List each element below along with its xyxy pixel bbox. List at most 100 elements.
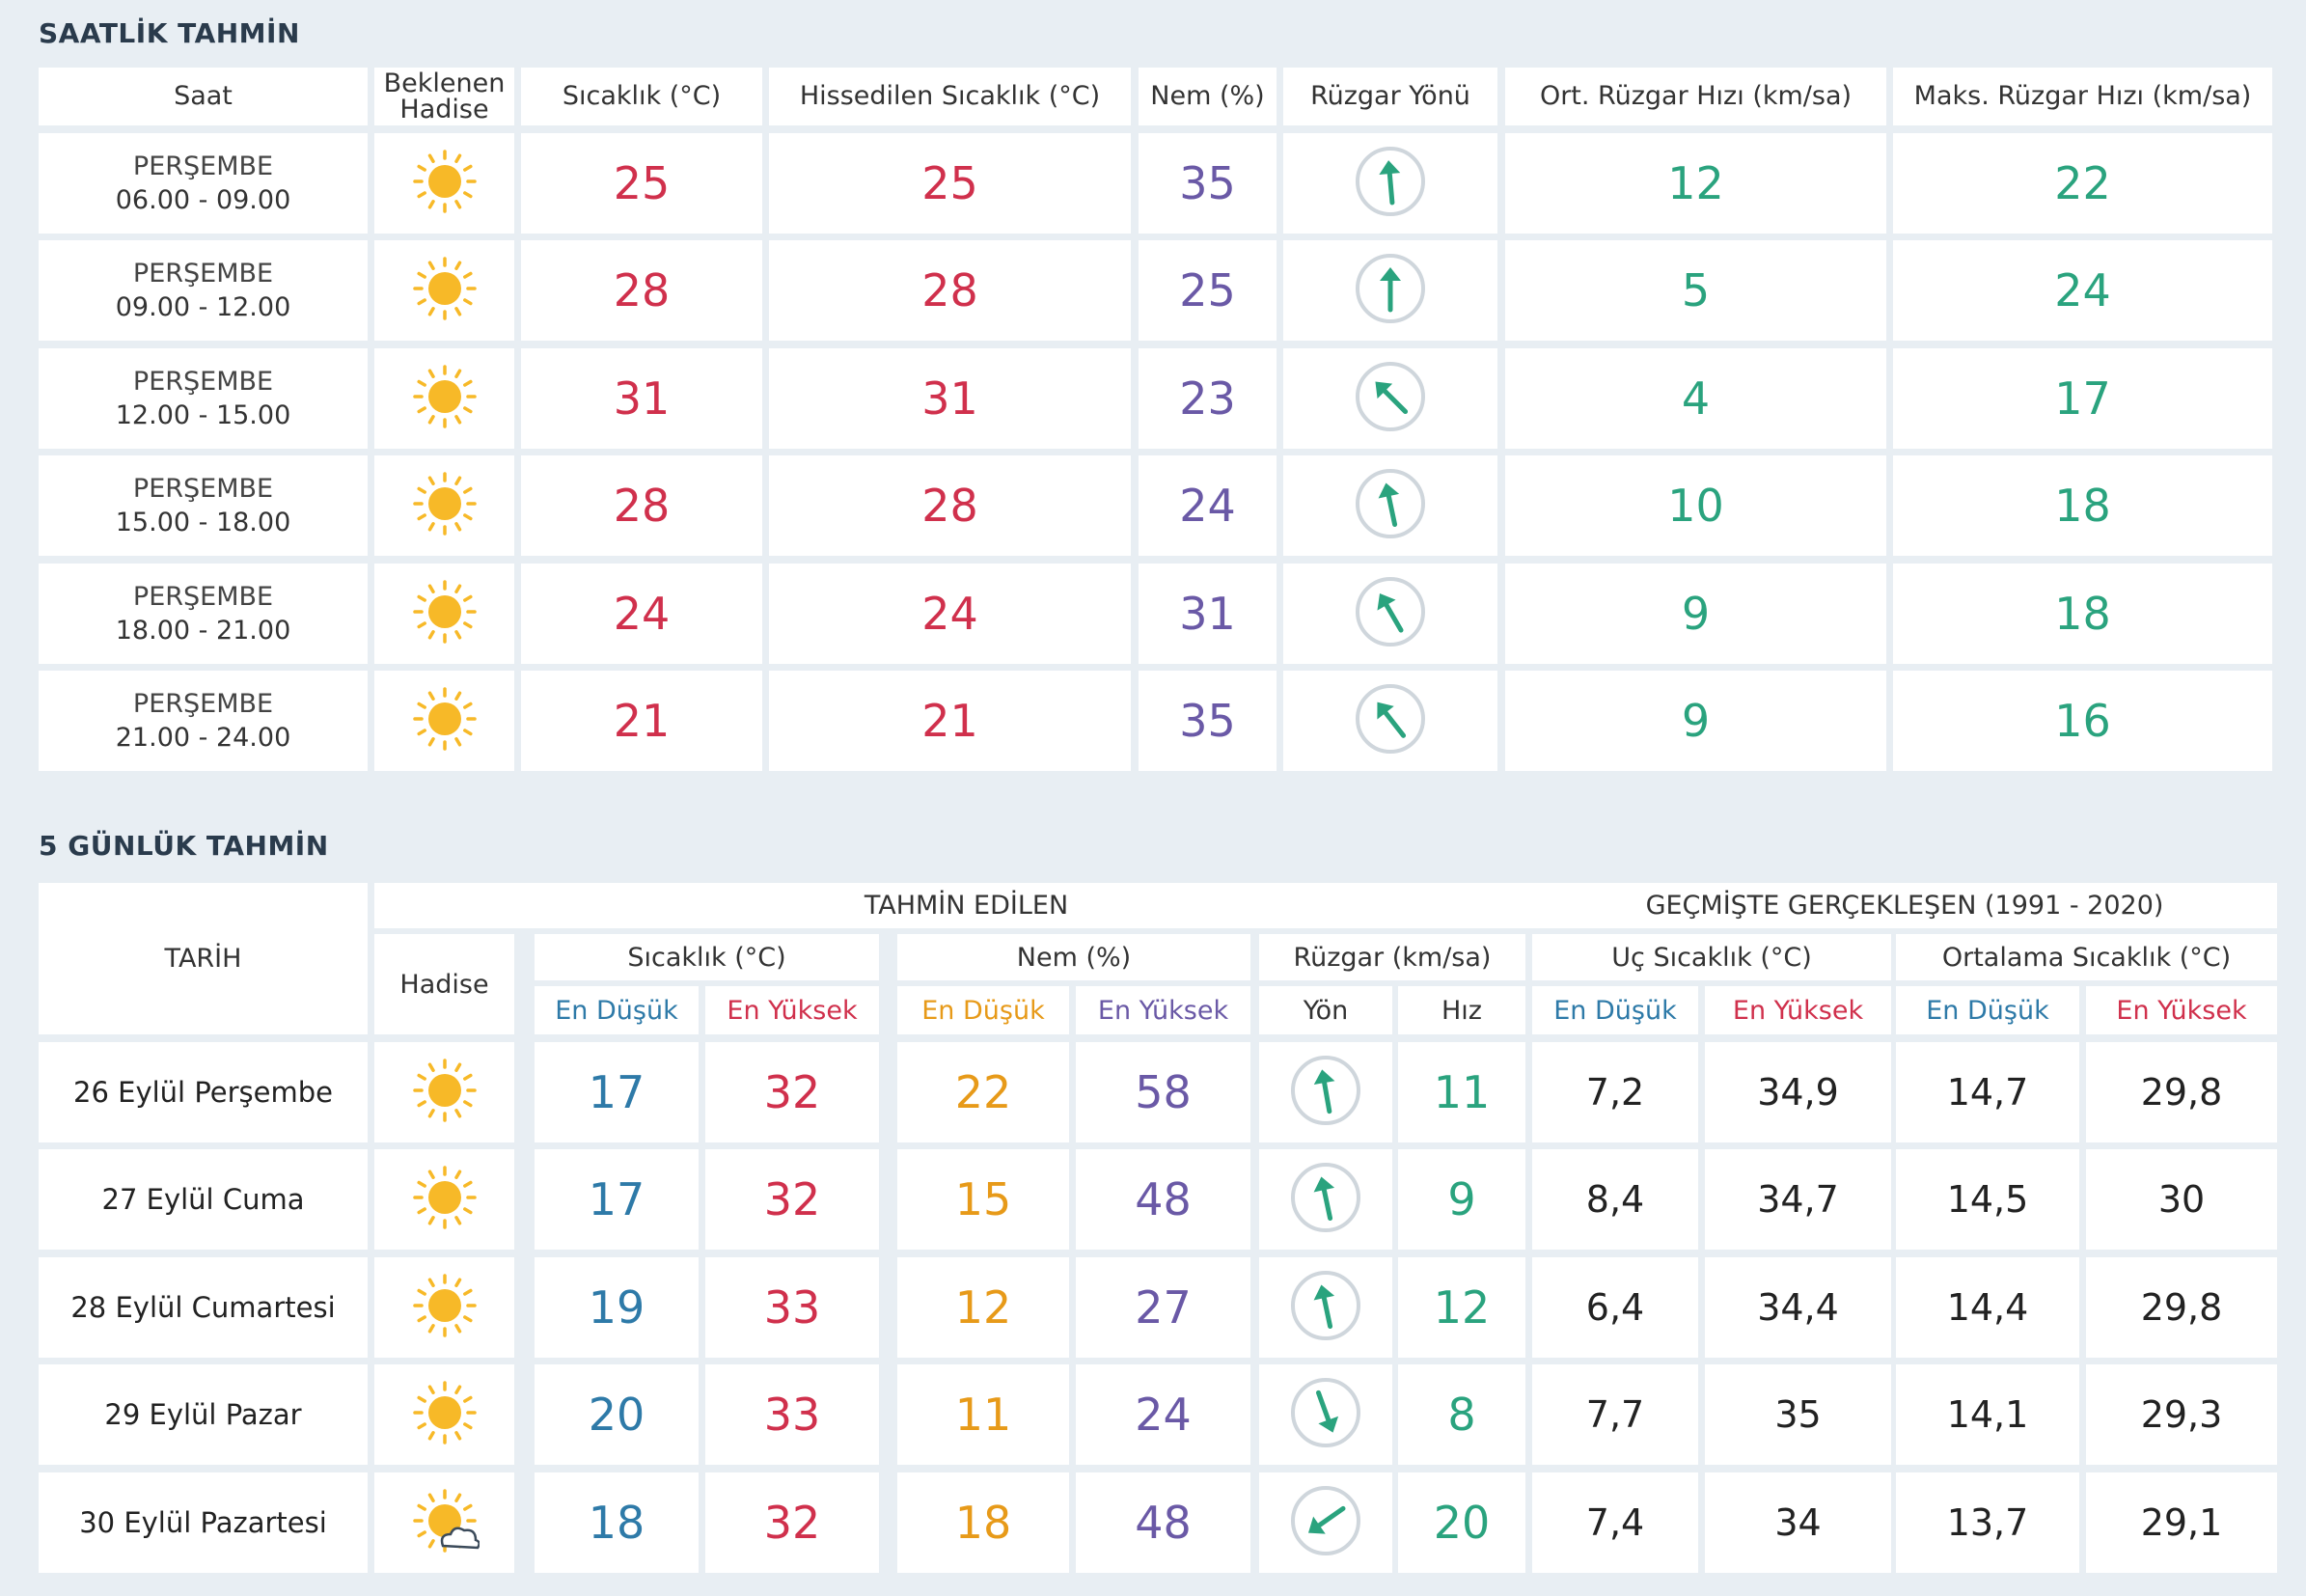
daily-humidity-min: 15: [897, 1149, 1069, 1250]
daily-wind-speed-text: 9: [1447, 1173, 1476, 1225]
daily-humidity-min: 18: [897, 1472, 1069, 1573]
daily-weather-icon-cell: [374, 1149, 514, 1250]
daily-humidity-min-text: 11: [954, 1389, 1012, 1441]
hourly-wind-max-text: 24: [2054, 264, 2111, 316]
hourly-humidity: 25: [1139, 240, 1277, 341]
hourly-weather-icon-cell: [374, 455, 514, 556]
daily-weather-icon-cell: [374, 1042, 514, 1142]
daily-wind-direction-cell: [1259, 1364, 1392, 1465]
sun-icon: [410, 1378, 480, 1451]
col-header-maks-ruzgar: Maks. Rüzgar Hızı (km/sa): [1893, 68, 2272, 125]
daily-avg-max: 29,8: [2086, 1257, 2277, 1358]
daily-wind-direction-cell: [1259, 1257, 1392, 1358]
daily-section-title: 5 GÜNLÜK TAHMİN: [39, 830, 329, 862]
daily-humidity-min-text: 15: [954, 1173, 1012, 1225]
hourly-wind-avg: 9: [1505, 671, 1886, 771]
daily-extreme-max-text: 35: [1774, 1393, 1822, 1436]
col-header-nem: Nem (%): [1139, 68, 1277, 125]
daily-wind-speed: 8: [1398, 1364, 1525, 1465]
daily-wind-speed: 12: [1398, 1257, 1525, 1358]
hourly-wind-direction-cell: [1283, 133, 1497, 234]
sub-header-uc-max-text: En Yüksek: [1732, 995, 1864, 1026]
hourly-time: 18.00 - 21.00: [115, 616, 291, 646]
col-header-sicaklik-text: Sıcaklık (°C): [627, 942, 786, 973]
col-header-nem-text: Nem (%): [1150, 80, 1265, 111]
col-header-ruzgar-text: Rüzgar (km/sa): [1293, 942, 1492, 973]
hourly-temp: 28: [521, 240, 762, 341]
hourly-wind-max-text: 17: [2054, 372, 2111, 425]
hourly-temp-text: 28: [613, 480, 671, 532]
hadise-header-line1: Beklenen: [383, 69, 506, 98]
daily-extreme-min: 7,4: [1532, 1472, 1698, 1573]
sub-header-sicaklik-max-text: En Yüksek: [727, 995, 858, 1026]
hourly-humidity-text: 35: [1179, 695, 1236, 747]
col-header-ruzgar-yonu: Rüzgar Yönü: [1283, 68, 1497, 125]
daily-temp-max: 32: [705, 1472, 879, 1573]
daily-temp-max: 32: [705, 1149, 879, 1250]
daily-extreme-max-text: 34,7: [1757, 1178, 1839, 1221]
daily-temp-max-text: 32: [763, 1173, 821, 1225]
daily-wind-speed: 11: [1398, 1042, 1525, 1142]
daily-temp-min: 19: [535, 1257, 699, 1358]
daily-weather-icon-cell: [374, 1364, 514, 1465]
col-header-hadise: Hadise: [374, 934, 514, 1034]
hourly-time: 06.00 - 09.00: [115, 185, 291, 215]
hourly-wind-max: 17: [1893, 348, 2272, 449]
daily-extreme-min: 6,4: [1532, 1257, 1698, 1358]
hourly-wind-max: 16: [1893, 671, 2272, 771]
hourly-day: PERŞEMBE: [132, 258, 274, 289]
daily-extreme-max-text: 34,9: [1757, 1071, 1839, 1114]
col-header-tarih: TARİH: [39, 883, 368, 1034]
sub-header-sicaklik-max: En Yüksek: [705, 986, 879, 1034]
hourly-humidity: 35: [1139, 671, 1277, 771]
daily-temp-min: 17: [535, 1042, 699, 1142]
hourly-wind-max: 18: [1893, 455, 2272, 556]
col-header-sicaklik: Sıcaklık (°C): [521, 68, 762, 125]
header-tahmin-edilen: TAHMİN EDİLEN: [374, 883, 1558, 928]
hourly-time: 09.00 - 12.00: [115, 292, 291, 322]
daily-avg-min: 14,1: [1896, 1364, 2079, 1465]
hourly-temp-text: 25: [613, 157, 671, 209]
hourly-temp: 28: [521, 455, 762, 556]
hourly-wind-avg-text: 12: [1667, 157, 1724, 209]
daily-humidity-max-text: 58: [1135, 1066, 1192, 1118]
daily-temp-min: 17: [535, 1149, 699, 1250]
daily-extreme-min-text: 7,7: [1585, 1393, 1645, 1436]
wind-arrow-icon: [1354, 575, 1427, 652]
hourly-day: PERŞEMBE: [132, 581, 274, 612]
hourly-temp: 31: [521, 348, 762, 449]
daily-extreme-max: 34: [1705, 1472, 1891, 1573]
col-header-ort-ruzgar: Ort. Rüzgar Hızı (km/sa): [1505, 68, 1886, 125]
daily-wind-speed: 9: [1398, 1149, 1525, 1250]
hourly-day: PERŞEMBE: [132, 366, 274, 397]
hourly-day: PERŞEMBE: [132, 688, 274, 719]
hourly-humidity-text: 31: [1179, 588, 1236, 640]
daily-extreme-min: 7,7: [1532, 1364, 1698, 1465]
hourly-time-cell: PERŞEMBE 21.00 - 24.00: [39, 671, 368, 771]
hourly-day: PERŞEMBE: [132, 151, 274, 181]
sun-icon: [410, 684, 480, 757]
sub-header-uc-min: En Düşük: [1532, 986, 1698, 1034]
daily-humidity-max-text: 27: [1135, 1281, 1192, 1334]
hourly-wind-direction-cell: [1283, 564, 1497, 664]
daily-wind-speed-text: 20: [1433, 1497, 1491, 1549]
sub-header-yon: Yön: [1259, 986, 1392, 1034]
hourly-wind-max-text: 18: [2054, 588, 2111, 640]
daily-extreme-max-text: 34: [1774, 1501, 1822, 1544]
hourly-wind-max-text: 22: [2054, 157, 2111, 209]
daily-wind-speed-text: 12: [1433, 1281, 1491, 1334]
col-header-uc-sicaklik-text: Uç Sıcaklık (°C): [1611, 942, 1812, 973]
sub-header-ort-max: En Yüksek: [2086, 986, 2277, 1034]
hourly-temp-text: 24: [613, 588, 671, 640]
hourly-weather-icon-cell: [374, 240, 514, 341]
daily-temp-min-text: 17: [588, 1066, 645, 1118]
daily-humidity-max-text: 48: [1135, 1173, 1192, 1225]
daily-date: 28 Eylül Cumartesi: [39, 1257, 368, 1358]
daily-extreme-min: 7,2: [1532, 1042, 1698, 1142]
daily-temp-min-text: 17: [588, 1173, 645, 1225]
daily-avg-max: 29,3: [2086, 1364, 2277, 1465]
daily-avg-max: 29,1: [2086, 1472, 2277, 1573]
hourly-feels: 24: [769, 564, 1131, 664]
hourly-time-cell: PERŞEMBE 18.00 - 21.00: [39, 564, 368, 664]
wind-arrow-icon: [1354, 467, 1427, 544]
